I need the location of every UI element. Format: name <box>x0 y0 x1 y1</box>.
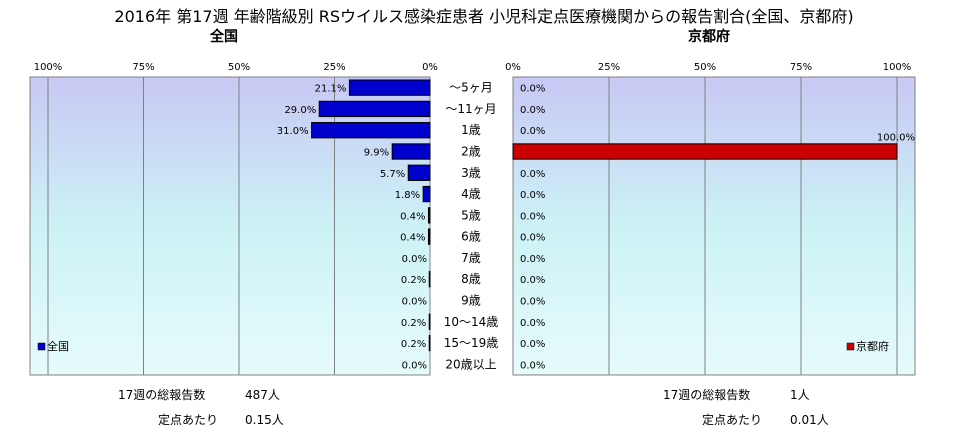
left-bar <box>427 207 431 224</box>
category-label: 5歳 <box>461 208 481 222</box>
category-label: 15～19歳 <box>444 336 499 350</box>
category-label: 4歳 <box>461 187 481 201</box>
left-bar <box>348 79 431 96</box>
category-label: 3歳 <box>461 166 481 180</box>
right-data-label: 0.0% <box>520 275 545 286</box>
right-legend-label: 京都府 <box>856 339 889 353</box>
left-bar <box>428 271 431 288</box>
left-bar <box>391 143 431 160</box>
left-bar <box>318 100 431 118</box>
right-data-label: 0.0% <box>520 339 545 350</box>
left-legend-swatch <box>37 342 46 351</box>
category-label: ～11ヶ月 <box>445 102 496 116</box>
right-tick-label: 100% <box>883 62 912 73</box>
right-data-label: 0.0% <box>520 254 545 265</box>
left-total-value: 487人 <box>245 388 280 402</box>
left-bar <box>428 313 431 330</box>
category-label: 9歳 <box>461 294 481 308</box>
right-bar <box>512 143 898 160</box>
right-data-label: 0.0% <box>520 211 545 222</box>
left-chart-title: 全国 <box>210 29 238 45</box>
left-bar <box>422 185 431 203</box>
left-plot-area <box>29 76 431 376</box>
left-data-label: 5.7% <box>380 169 405 180</box>
left-bar <box>428 334 431 352</box>
left-tick-label: 25% <box>323 62 345 73</box>
left-bar <box>311 122 431 139</box>
left-bar <box>407 164 431 181</box>
category-label: 10～14歳 <box>444 315 499 329</box>
left-per-value: 0.15人 <box>245 413 284 427</box>
left-data-label: 21.1% <box>315 84 347 95</box>
left-data-label: 0.2% <box>401 339 426 350</box>
right-total-label: 17週の総報告数 <box>663 388 751 402</box>
category-label: 7歳 <box>461 251 481 265</box>
right-per-value: 0.01人 <box>790 413 829 427</box>
category-label: 20歳以上 <box>445 357 496 371</box>
left-data-label: 0.0% <box>402 297 427 308</box>
right-data-label: 0.0% <box>520 126 545 137</box>
left-data-label: 1.8% <box>395 190 420 201</box>
right-data-label: 0.0% <box>520 105 545 116</box>
right-tick-label: 0% <box>505 62 521 73</box>
left-tick-label: 50% <box>228 62 250 73</box>
right-tick-label: 25% <box>598 62 620 73</box>
right-total-value: 1人 <box>790 388 810 402</box>
left-data-label: 0.4% <box>400 233 425 244</box>
right-data-label: 0.0% <box>520 233 545 244</box>
left-data-label: 0.0% <box>402 254 427 265</box>
right-data-label: 0.0% <box>520 190 545 201</box>
left-data-label: 0.4% <box>400 211 425 222</box>
chart-title: 2016年 第17週 年齢階級別 RSウイルス感染症患者 小児科定点医療機関から… <box>114 7 854 26</box>
right-legend-swatch <box>846 342 855 351</box>
left-bar <box>427 228 431 245</box>
left-data-label: 0.2% <box>401 318 426 329</box>
left-legend-label: 全国 <box>47 339 69 353</box>
left-data-label: 31.0% <box>277 126 309 137</box>
left-data-label: 0.2% <box>401 275 426 286</box>
right-chart-title: 京都府 <box>688 29 730 45</box>
left-tick-label: 75% <box>132 62 154 73</box>
left-tick-label: 0% <box>422 62 438 73</box>
right-data-label: 0.0% <box>520 318 545 329</box>
right-data-label: 0.0% <box>520 360 545 371</box>
right-data-label: 0.0% <box>520 169 545 180</box>
right-data-label: 0.0% <box>520 84 545 95</box>
category-label: 1歳 <box>461 123 481 137</box>
right-tick-label: 75% <box>790 62 812 73</box>
right-plot-area <box>512 76 916 376</box>
category-label: 2歳 <box>461 145 481 159</box>
left-data-label: 0.0% <box>402 360 427 371</box>
left-total-label: 17週の総報告数 <box>118 388 206 402</box>
right-data-label: 0.0% <box>520 297 545 308</box>
left-per-label: 定点あたり <box>158 413 219 427</box>
left-data-label: 29.0% <box>284 105 316 116</box>
left-data-label: 9.9% <box>364 148 389 159</box>
right-per-label: 定点あたり <box>702 413 763 427</box>
category-label: ～5ヶ月 <box>449 81 493 95</box>
right-data-label: 100.0% <box>877 133 915 144</box>
category-label: 6歳 <box>461 230 481 244</box>
left-tick-label: 100% <box>34 62 63 73</box>
right-tick-label: 50% <box>694 62 716 73</box>
category-label: 8歳 <box>461 272 481 286</box>
